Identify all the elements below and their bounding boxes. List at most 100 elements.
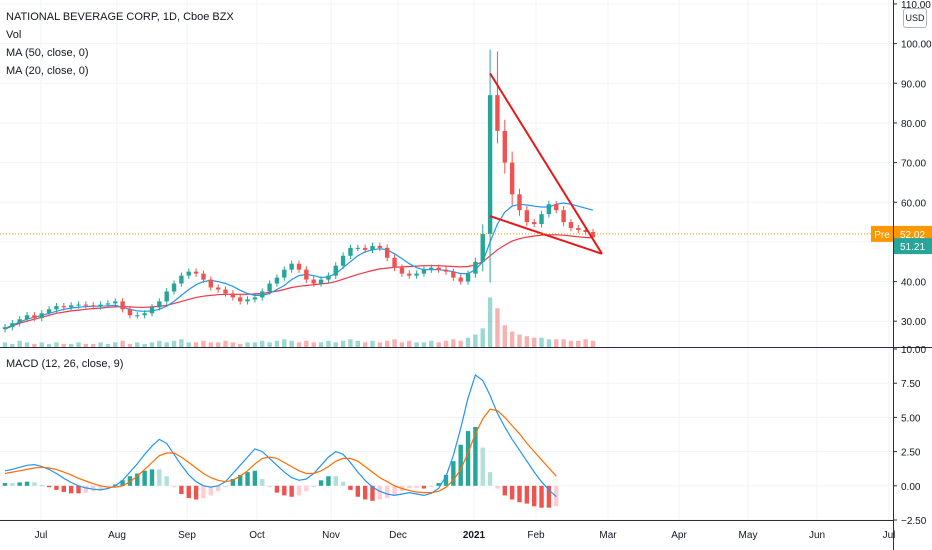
ma20-legend[interactable]: MA (20, close, 0) [6,65,89,77]
price-tick-label: 70.00 [901,159,926,170]
pre-label-badge [871,225,893,242]
macd-histogram-bar [17,482,22,486]
volume-bar [98,342,103,347]
macd-histogram-bar [436,483,441,486]
volume-bar [318,342,324,347]
volume-bar [201,340,206,347]
last-value-text: 51.21 [900,242,925,253]
candle-body [546,204,552,215]
macd-histogram-bar [2,483,8,486]
candle-body [532,222,537,225]
macd-histogram-bar [539,485,544,508]
macd-histogram-bar [120,480,125,486]
candle-body [495,95,500,131]
macd-histogram-bar [54,485,59,490]
candle-body [524,210,530,223]
macd-histogram-bar [414,485,419,488]
volume-bar [311,342,316,347]
time-tick-label: Nov [322,530,340,541]
candle-body [311,279,316,284]
candle-body [135,315,140,317]
candle-body [340,255,346,266]
candle-body [370,245,375,250]
macd-histogram-bar [517,485,522,503]
volume-bar [230,342,236,347]
candle-body [465,273,471,282]
volume-bar [326,340,331,347]
candle-body [326,275,331,280]
macd-histogram-bar [245,472,250,486]
volume-bar [333,342,338,347]
macd-histogram-bar [76,485,81,494]
candle-body [304,269,309,280]
time-tick-label: Mar [599,530,617,541]
volume-bar [392,339,397,347]
macd-histogram-bar [260,478,265,486]
candle-body [193,271,199,274]
ma20-line [4,202,594,329]
volume-bar [473,334,478,347]
macd-histogram-bar [157,469,162,486]
candle-body [17,319,22,324]
price-tick-label: 90.00 [901,79,926,90]
candle-body [590,231,596,238]
macd-histogram-bar [377,485,383,500]
macd-histogram-bar [186,485,191,499]
candle-body [509,162,515,195]
volume-bar [487,297,493,347]
time-tick-label: Aug [108,530,126,541]
volume-bar [17,340,22,347]
pre-value-badge [894,225,932,242]
macd-histogram-bar [98,485,103,490]
macd-histogram-bar [429,485,434,487]
volume-bar [517,334,522,347]
volume-legend[interactable]: Vol [6,29,22,41]
candle-body [39,313,44,319]
volume-bar [245,342,250,347]
volume-bar [465,337,471,347]
currency-button[interactable]: USD [903,8,927,28]
macd-tick-label: 7.50 [901,379,921,390]
candle-body [208,279,213,288]
candle-body [245,299,250,302]
macd-histogram-bar [487,472,493,486]
macd-histogram-bar [91,485,96,492]
volume-bar [282,339,287,347]
volume-bar [179,339,184,347]
volume-bar [370,340,375,347]
macd-legend[interactable]: MACD (12, 26, close, 9) [6,358,124,370]
candle-body [362,247,368,250]
volume-bar [215,342,221,347]
candle-body [407,273,412,276]
volume-bar [407,340,412,347]
candle-body [480,233,485,262]
macd-histogram-bar [223,485,228,487]
candle-body [2,327,8,330]
candle-body [282,269,287,278]
macd-histogram-bar [296,485,302,496]
macd-histogram-bar [24,481,30,486]
ma50-legend[interactable]: MA (50, close, 0) [6,47,89,59]
candle-body [120,301,125,310]
candle-body [385,247,390,258]
candle-body [91,305,96,307]
volume-bar [193,342,199,347]
time-tick-label: Dec [389,530,407,541]
volume-bar [362,342,368,347]
volume-bar [2,342,8,347]
macd-tick-label: 2.50 [901,448,921,459]
candle-body [238,297,243,302]
time-tick-label: Jul [35,530,48,541]
volume-bar [157,340,162,347]
macd-histogram-bar [105,485,111,488]
lower-trendline [489,215,603,255]
candle-body [267,283,272,292]
volume-bar [546,339,552,347]
candle-body [32,315,37,319]
macd-tick-label: 5.00 [901,413,921,424]
candle-body [46,309,52,314]
macd-histogram-bar [164,476,169,486]
volume-bar [524,336,530,347]
candle-body [252,297,258,300]
